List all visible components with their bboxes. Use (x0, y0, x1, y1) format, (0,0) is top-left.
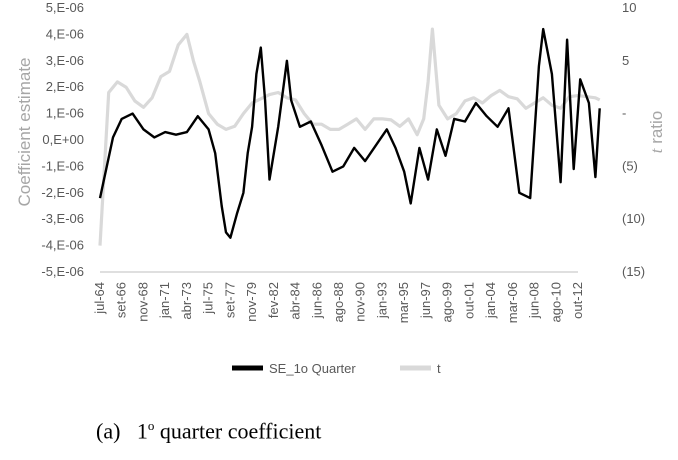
y2-axis-ticks: 10 5 - (5) (10) (15) (622, 0, 645, 279)
x-tick-label: jan-71 (157, 282, 172, 319)
x-tick-label: mar-06 (505, 282, 520, 323)
legend: SE_1o Quarter t (232, 361, 441, 376)
series-line-t (98, 27, 601, 246)
y-tick-label: 2,E-06 (46, 79, 84, 94)
x-tick-label: jun-08 (527, 282, 542, 319)
y2-tick-label: 5 (622, 53, 629, 68)
x-tick-label: nov-68 (135, 282, 150, 322)
legend-label-t: t (437, 361, 441, 376)
y-tick-label: -5,E-06 (41, 264, 84, 279)
y-tick-label: -4,E-06 (41, 238, 84, 253)
y-tick-label: 3,E-06 (46, 53, 84, 68)
y2-axis-title-italic: t (647, 147, 666, 153)
y-axis-title: Coefficient estimate (15, 58, 34, 207)
x-tick-label: jul-64 (92, 282, 107, 315)
x-tick-label: out-01 (461, 282, 476, 319)
x-tick-label: nov-79 (244, 282, 259, 322)
y-axis-ticks: 5,E-06 4,E-06 3,E-06 2,E-06 1,E-06 0,E+00 -1,E… (41, 0, 84, 279)
x-tick-label: out-12 (570, 282, 585, 319)
figure-caption: (a) 1o quarter coefficient (96, 418, 321, 444)
x-tick-label: nov-90 (353, 282, 368, 322)
y-tick-label: -2,E-06 (41, 185, 84, 200)
y2-tick-label: 10 (622, 0, 636, 15)
x-tick-label: set-77 (222, 282, 237, 318)
series-line-se-1o-quarter (98, 27, 601, 239)
caption-label: (a) (96, 418, 121, 444)
y2-tick-label: - (622, 106, 626, 121)
x-tick-label: jul-75 (201, 282, 216, 315)
x-tick-label: ago-88 (331, 282, 346, 322)
x-tick-label: jun-86 (309, 282, 324, 319)
x-tick-label: abr-84 (288, 282, 303, 320)
chart: 5,E-06 4,E-06 3,E-06 2,E-06 1,E-06 0,E+00 -1,E… (15, 0, 666, 376)
x-tick-label: ago-10 (548, 282, 563, 322)
y-tick-label: 1,E-06 (46, 106, 84, 121)
caption-superscript: o (147, 418, 155, 433)
y-tick-label: -1,E-06 (41, 158, 84, 173)
x-tick-label: jun-97 (418, 282, 433, 319)
y-tick-label: 5,E-06 (46, 0, 84, 15)
y-tick-label: 4,E-06 (46, 26, 84, 41)
legend-label-se: SE_1o Quarter (269, 361, 356, 376)
y2-tick-label: (15) (622, 264, 645, 279)
y-tick-label: -3,E-06 (41, 211, 84, 226)
x-tick-label: jan-04 (483, 282, 498, 319)
x-axis-ticks: jul-64 set-66 nov-68 jan-71 abr-73 jul-75 set-… (92, 282, 585, 323)
x-tick-label: abr-73 (179, 282, 194, 320)
x-tick-label: mar-95 (396, 282, 411, 323)
y-tick-label: 0,E+00 (42, 132, 84, 147)
x-tick-label: jan-93 (374, 282, 389, 319)
x-tick-label: fev-82 (266, 282, 281, 318)
caption-text: quarter coefficient (154, 418, 322, 444)
y2-tick-label: (5) (622, 158, 638, 173)
y2-axis-title-rest: ratio (647, 111, 666, 149)
caption-number: 1 (136, 418, 148, 444)
y2-tick-label: (10) (622, 211, 645, 226)
series-group (98, 27, 601, 246)
y2-axis-title: t ratio (647, 111, 666, 154)
x-tick-label: set-66 (114, 282, 129, 318)
x-tick-label: ago-99 (440, 282, 455, 322)
